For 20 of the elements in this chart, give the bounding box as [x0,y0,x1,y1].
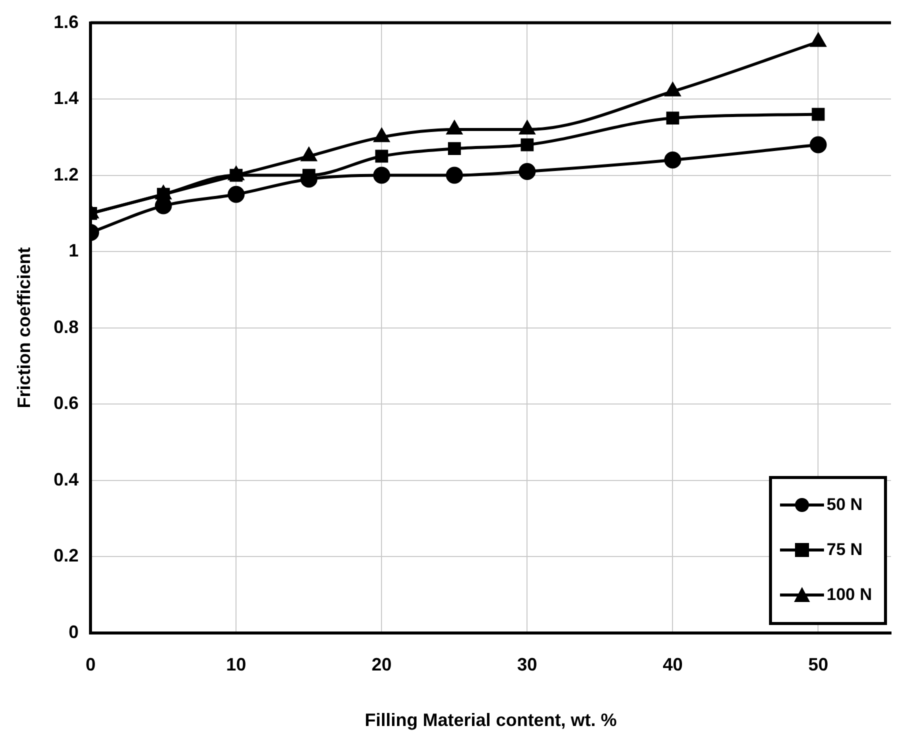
x-tick-label: 50 [808,654,828,675]
y-tick-label: 0 [68,622,79,642]
y-tick-label: 0.4 [54,469,79,490]
y-tick-label: 0.2 [54,546,79,566]
legend-label: 75 N [826,540,863,560]
y-tick-label: 1.2 [54,164,79,184]
y-axis-title: Friction coefficient [14,247,34,408]
legend-label: 50 N [826,495,863,516]
x-tick-label: 30 [517,654,538,675]
legend-label: 100 N [826,585,872,606]
y-tick-label: 0.8 [54,316,79,337]
x-tick-label: 40 [662,654,683,675]
x-axis-title: Filling Material content, wt. % [364,710,617,730]
y-tick-label: 0.6 [54,393,79,414]
x-tick-label: 20 [372,654,392,675]
x-tick-label: 0 [86,654,96,675]
y-tick-label: 1.4 [54,88,79,108]
x-tick-label: 10 [226,654,246,675]
y-tick-label: 1.6 [54,12,79,32]
y-tick-label: 1 [68,240,79,261]
